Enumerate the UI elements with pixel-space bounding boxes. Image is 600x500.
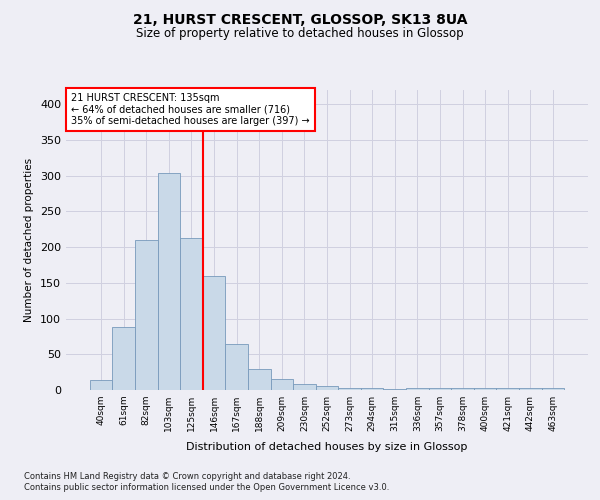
Text: Contains HM Land Registry data © Crown copyright and database right 2024.: Contains HM Land Registry data © Crown c…: [24, 472, 350, 481]
Bar: [248, 368, 271, 390]
Bar: [226, 344, 248, 390]
Text: Contains public sector information licensed under the Open Government Licence v3: Contains public sector information licen…: [24, 484, 389, 492]
Text: Size of property relative to detached houses in Glossop: Size of property relative to detached ho…: [136, 28, 464, 40]
Bar: [451, 388, 474, 390]
Text: 21, HURST CRESCENT, GLOSSOP, SK13 8UA: 21, HURST CRESCENT, GLOSSOP, SK13 8UA: [133, 12, 467, 26]
Bar: [338, 388, 361, 390]
Bar: [428, 388, 451, 390]
Bar: [474, 388, 496, 390]
Bar: [519, 388, 542, 390]
Bar: [112, 327, 135, 390]
Bar: [293, 384, 316, 390]
Bar: [406, 388, 428, 390]
Bar: [180, 238, 203, 390]
Bar: [271, 380, 293, 390]
Bar: [90, 380, 112, 390]
Y-axis label: Number of detached properties: Number of detached properties: [25, 158, 34, 322]
Bar: [135, 240, 158, 390]
Bar: [383, 388, 406, 390]
X-axis label: Distribution of detached houses by size in Glossop: Distribution of detached houses by size …: [187, 442, 467, 452]
Text: 21 HURST CRESCENT: 135sqm
← 64% of detached houses are smaller (716)
35% of semi: 21 HURST CRESCENT: 135sqm ← 64% of detac…: [71, 93, 310, 126]
Bar: [203, 276, 226, 390]
Bar: [496, 388, 519, 390]
Bar: [158, 173, 180, 390]
Bar: [316, 386, 338, 390]
Bar: [361, 388, 383, 390]
Bar: [542, 388, 564, 390]
